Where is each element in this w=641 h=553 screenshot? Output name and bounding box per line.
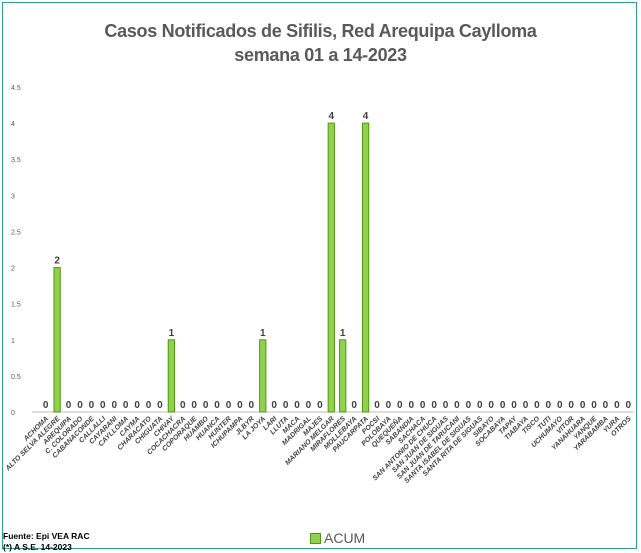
data-label: 0 — [306, 400, 312, 411]
chart-title: Casos Notificados de Sifilis, Red Arequi… — [104, 21, 537, 41]
data-label: 0 — [237, 400, 243, 411]
data-label: 0 — [454, 400, 460, 411]
chart-frame — [2, 2, 637, 549]
legend-label: ACUM — [324, 530, 366, 546]
data-label: 0 — [603, 400, 609, 411]
bar — [361, 122, 370, 413]
data-label: 1 — [260, 328, 266, 339]
data-label: 0 — [249, 400, 255, 411]
data-label: 0 — [100, 400, 106, 411]
data-label: 0 — [146, 400, 152, 411]
bar — [259, 339, 267, 413]
y-tick-label: 2 — [11, 266, 15, 273]
data-label: 0 — [511, 400, 517, 411]
data-label: 0 — [214, 400, 220, 411]
bar — [327, 122, 335, 413]
data-label: 1 — [340, 328, 346, 339]
data-label: 0 — [271, 400, 277, 411]
y-tick-label: 0 — [11, 410, 15, 417]
data-label: 0 — [111, 400, 117, 411]
data-label: 0 — [466, 400, 472, 411]
y-tick-label: 1 — [11, 338, 15, 345]
data-label: 0 — [408, 400, 414, 411]
bar — [53, 267, 61, 413]
data-label: 0 — [43, 400, 49, 411]
data-label: 0 — [420, 400, 426, 411]
y-tick-label: 2.5 — [11, 229, 21, 236]
data-label: 0 — [66, 400, 72, 411]
data-label: 0 — [523, 400, 529, 411]
bar — [339, 339, 347, 413]
source-note: Fuente: Epi VEA RAC — [3, 531, 90, 541]
legend-swatch — [310, 532, 321, 544]
y-tick-label: 0.5 — [11, 374, 21, 381]
y-tick-label: 4.5 — [11, 85, 21, 92]
bar — [167, 339, 176, 413]
data-label: 0 — [500, 400, 506, 411]
data-label: 0 — [191, 400, 197, 411]
data-label: 0 — [546, 400, 552, 411]
data-label: 0 — [580, 400, 586, 411]
y-tick-label: 4 — [11, 121, 15, 128]
data-label: 0 — [443, 400, 449, 411]
data-label: 0 — [203, 400, 209, 411]
data-label: 0 — [226, 400, 232, 411]
period-note: (*) A S.E. 14-2023 — [3, 542, 72, 552]
legend: ACUM — [310, 530, 365, 546]
data-label: 0 — [477, 400, 483, 411]
data-label: 0 — [374, 400, 380, 411]
data-label: 1 — [169, 328, 175, 339]
data-label: 0 — [157, 400, 163, 411]
data-label: 0 — [534, 400, 540, 411]
chart-subtitle: semana 01 a 14-2023 — [234, 45, 407, 65]
data-label: 0 — [283, 400, 289, 411]
data-label: 4 — [329, 111, 335, 122]
data-label: 0 — [614, 400, 620, 411]
data-label: 0 — [591, 400, 597, 411]
data-label: 0 — [557, 400, 563, 411]
data-label: 0 — [626, 400, 632, 411]
data-label: 0 — [488, 400, 494, 411]
data-label: 0 — [123, 400, 129, 411]
y-tick-label: 3 — [11, 193, 15, 200]
data-label: 0 — [134, 400, 140, 411]
data-label: 0 — [431, 400, 437, 411]
y-tick-label: 1.5 — [11, 302, 21, 309]
data-label: 0 — [386, 400, 392, 411]
data-label: 4 — [363, 111, 369, 122]
y-tick-label: 3.5 — [11, 157, 21, 164]
data-label: 0 — [294, 400, 300, 411]
data-label: 0 — [89, 400, 95, 411]
data-label: 2 — [54, 256, 60, 267]
data-label: 0 — [397, 400, 403, 411]
data-label: 0 — [77, 400, 83, 411]
data-label: 0 — [317, 400, 323, 411]
data-label: 0 — [351, 400, 357, 411]
data-label: 0 — [568, 400, 574, 411]
data-label: 0 — [180, 400, 186, 411]
